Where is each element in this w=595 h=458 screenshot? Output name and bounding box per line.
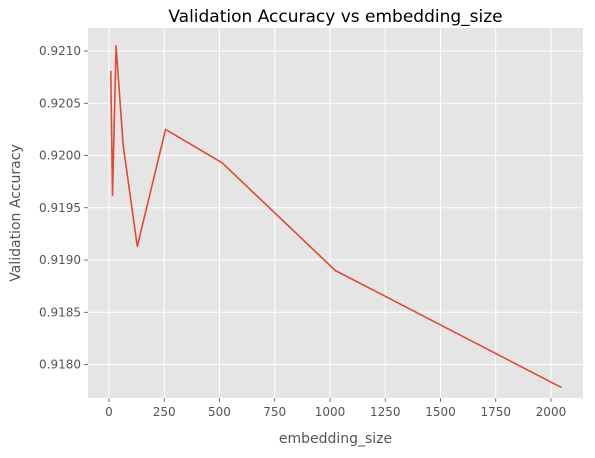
y-tick-label: 0.9190 bbox=[39, 253, 81, 267]
x-tick-label: 750 bbox=[263, 405, 286, 419]
x-tick-label: 0 bbox=[105, 405, 113, 419]
y-tick-label: 0.9200 bbox=[39, 149, 81, 163]
grid bbox=[88, 28, 583, 398]
plot-area bbox=[88, 28, 583, 398]
tick-marks bbox=[84, 50, 552, 402]
x-tick-label: 1000 bbox=[315, 405, 346, 419]
y-axis-label: Validation Accuracy bbox=[8, 144, 24, 282]
x-tick-labels: 0 250 500 750 1000 1250 1500 1750 2000 bbox=[105, 405, 566, 419]
y-tick-labels: 0.9180 0.9185 0.9190 0.9195 0.9200 0.9205 0.92… bbox=[39, 44, 81, 372]
x-tick-label: 500 bbox=[208, 405, 231, 419]
x-tick-label: 2000 bbox=[536, 405, 567, 419]
x-tick-label: 1500 bbox=[425, 405, 456, 419]
x-axis-label: embedding_size bbox=[279, 431, 392, 447]
x-tick-label: 1750 bbox=[480, 405, 511, 419]
chart-title: Validation Accuracy vs embedding_size bbox=[168, 7, 502, 27]
y-tick-label: 0.9205 bbox=[39, 96, 81, 110]
y-tick-label: 0.9210 bbox=[39, 44, 81, 58]
series-layer bbox=[109, 44, 562, 389]
y-tick-label: 0.9195 bbox=[39, 201, 81, 215]
x-tick-label: 1250 bbox=[370, 405, 401, 419]
x-tick-label: 250 bbox=[153, 405, 176, 419]
y-tick-label: 0.9180 bbox=[39, 358, 81, 372]
y-tick-label: 0.9185 bbox=[39, 305, 81, 319]
